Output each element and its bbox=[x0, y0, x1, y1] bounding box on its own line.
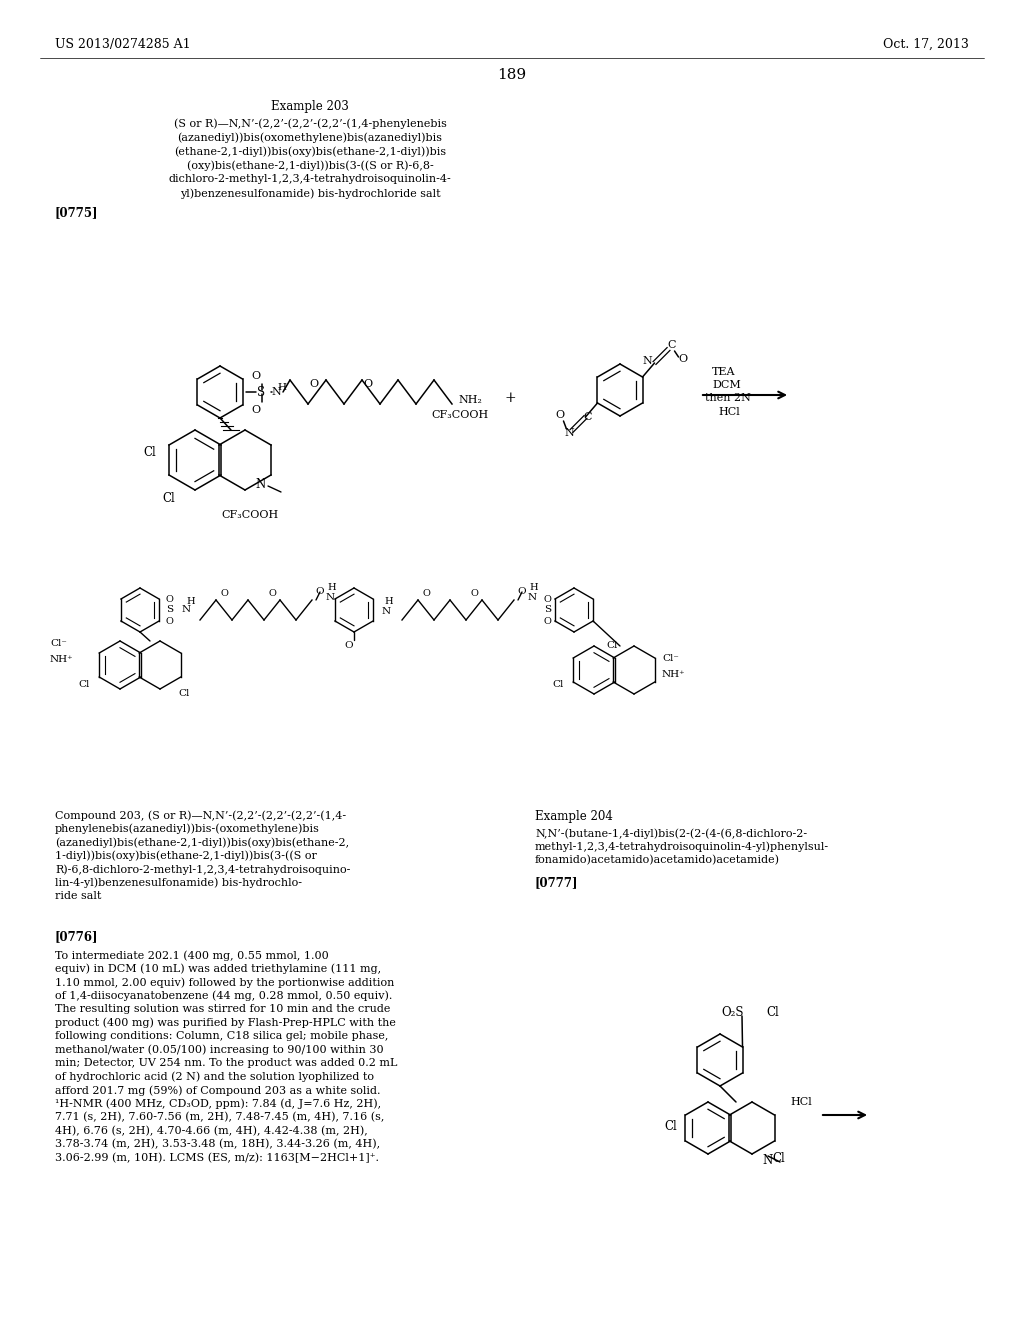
Text: lin-4-yl)benzenesulfonamide) bis-hydrochlo-: lin-4-yl)benzenesulfonamide) bis-hydroch… bbox=[55, 878, 302, 888]
Text: dichloro-2-methyl-1,2,3,4-tetrahydroisoquinolin-4-: dichloro-2-methyl-1,2,3,4-tetrahydroisoq… bbox=[169, 174, 452, 183]
Text: O: O bbox=[364, 379, 373, 389]
Text: N: N bbox=[182, 606, 191, 615]
Text: phenylenebis(azanediyl))bis-(oxomethylene)bis: phenylenebis(azanediyl))bis-(oxomethylen… bbox=[55, 824, 319, 834]
Text: O: O bbox=[518, 587, 526, 597]
Text: H: H bbox=[529, 583, 539, 593]
Text: NH⁺: NH⁺ bbox=[662, 671, 686, 678]
Text: Cl: Cl bbox=[606, 642, 617, 651]
Text: O₂S: O₂S bbox=[722, 1006, 744, 1019]
Text: methanol/water (0.05/100) increasing to 90/100 within 30: methanol/water (0.05/100) increasing to … bbox=[55, 1044, 384, 1055]
Text: (ethane-2,1-diyl))bis(oxy)bis(ethane-2,1-diyl))bis: (ethane-2,1-diyl))bis(oxy)bis(ethane-2,1… bbox=[174, 147, 446, 157]
Text: O: O bbox=[166, 618, 174, 627]
Text: S: S bbox=[544, 606, 551, 615]
Text: NH⁺: NH⁺ bbox=[50, 655, 74, 664]
Text: O: O bbox=[268, 589, 275, 598]
Text: S: S bbox=[257, 385, 265, 399]
Text: then 2N: then 2N bbox=[705, 393, 751, 403]
Text: To intermediate 202.1 (400 mg, 0.55 mmol, 1.00: To intermediate 202.1 (400 mg, 0.55 mmol… bbox=[55, 950, 329, 961]
Text: Cl: Cl bbox=[78, 680, 89, 689]
Text: H: H bbox=[278, 383, 287, 392]
Text: N: N bbox=[326, 594, 335, 602]
Text: product (400 mg) was purified by Flash-Prep-HPLC with the: product (400 mg) was purified by Flash-P… bbox=[55, 1018, 396, 1028]
Text: min; Detector, UV 254 nm. To the product was added 0.2 mL: min; Detector, UV 254 nm. To the product… bbox=[55, 1059, 397, 1068]
Text: N,N’-(butane-1,4-diyl)bis(2-(2-(4-(6,8-dichloro-2-: N,N’-(butane-1,4-diyl)bis(2-(2-(4-(6,8-d… bbox=[535, 828, 807, 838]
Text: following conditions: Column, C18 silica gel; mobile phase,: following conditions: Column, C18 silica… bbox=[55, 1031, 388, 1041]
Text: TEA: TEA bbox=[712, 367, 735, 378]
Text: The resulting solution was stirred for 10 min and the crude: The resulting solution was stirred for 1… bbox=[55, 1005, 390, 1014]
Text: (azanediyl)bis(ethane-2,1-diyl))bis(oxy)bis(ethane-2,: (azanediyl)bis(ethane-2,1-diyl))bis(oxy)… bbox=[55, 837, 349, 847]
Text: O: O bbox=[555, 411, 564, 420]
Text: O: O bbox=[544, 618, 552, 627]
Text: R)-6,8-dichloro-2-methyl-1,2,3,4-tetrahydroisoquino-: R)-6,8-dichloro-2-methyl-1,2,3,4-tetrahy… bbox=[55, 865, 350, 875]
Text: 7.71 (s, 2H), 7.60-7.56 (m, 2H), 7.48-7.45 (m, 4H), 7.16 (s,: 7.71 (s, 2H), 7.60-7.56 (m, 2H), 7.48-7.… bbox=[55, 1111, 384, 1122]
Text: O: O bbox=[309, 379, 318, 389]
Text: N: N bbox=[643, 356, 652, 366]
Text: H: H bbox=[328, 583, 336, 593]
Text: O: O bbox=[422, 589, 430, 598]
Text: C: C bbox=[668, 341, 676, 350]
Text: 1-diyl))bis(oxy)bis(ethane-2,1-diyl))bis(3-((S or: 1-diyl))bis(oxy)bis(ethane-2,1-diyl))bis… bbox=[55, 850, 316, 861]
Text: Cl: Cl bbox=[772, 1152, 784, 1166]
Text: H: H bbox=[384, 598, 392, 606]
Text: DCM: DCM bbox=[712, 380, 740, 389]
Text: NH₂: NH₂ bbox=[458, 395, 482, 405]
Text: O: O bbox=[252, 405, 260, 414]
Text: N: N bbox=[527, 594, 537, 602]
Text: Cl⁻: Cl⁻ bbox=[662, 653, 679, 663]
Text: ¹H-NMR (400 MHz, CD₃OD, ppm): 7.84 (d, J=7.6 Hz, 2H),: ¹H-NMR (400 MHz, CD₃OD, ppm): 7.84 (d, J… bbox=[55, 1098, 381, 1109]
Text: O: O bbox=[315, 587, 325, 597]
Text: afford 201.7 mg (59%) of Compound 203 as a white solid.: afford 201.7 mg (59%) of Compound 203 as… bbox=[55, 1085, 381, 1096]
Text: Example 204: Example 204 bbox=[535, 810, 613, 822]
Text: Cl: Cl bbox=[552, 680, 563, 689]
Text: HCl: HCl bbox=[718, 407, 739, 417]
Text: of 1,4-diisocyanatobenzene (44 mg, 0.28 mmol, 0.50 equiv).: of 1,4-diisocyanatobenzene (44 mg, 0.28 … bbox=[55, 990, 392, 1001]
Text: 3.78-3.74 (m, 2H), 3.53-3.48 (m, 18H), 3.44-3.26 (m, 4H),: 3.78-3.74 (m, 2H), 3.53-3.48 (m, 18H), 3… bbox=[55, 1139, 380, 1150]
Text: N: N bbox=[256, 478, 266, 491]
Text: Example 203: Example 203 bbox=[271, 100, 349, 114]
Text: (S or R)—N,N’-(2,2’-(2,2’-(2,2’-(1,4-phenylenebis: (S or R)—N,N’-(2,2’-(2,2’-(2,2’-(1,4-phe… bbox=[173, 117, 446, 128]
Text: S: S bbox=[166, 606, 173, 615]
Text: Cl: Cl bbox=[766, 1006, 778, 1019]
Text: ride salt: ride salt bbox=[55, 891, 101, 902]
Text: of hydrochloric acid (2 N) and the solution lyophilized to: of hydrochloric acid (2 N) and the solut… bbox=[55, 1072, 374, 1082]
Text: O: O bbox=[220, 589, 228, 598]
Text: Compound 203, (S or R)—N,N’-(2,2’-(2,2’-(2,2’-(1,4-: Compound 203, (S or R)—N,N’-(2,2’-(2,2’-… bbox=[55, 810, 346, 821]
Text: 3.06-2.99 (m, 10H). LCMS (ES, m/z): 1163[M−2HCl+1]⁺.: 3.06-2.99 (m, 10H). LCMS (ES, m/z): 1163… bbox=[55, 1152, 379, 1163]
Text: equiv) in DCM (10 mL) was added triethylamine (111 mg,: equiv) in DCM (10 mL) was added triethyl… bbox=[55, 964, 381, 974]
Text: Cl: Cl bbox=[162, 492, 175, 506]
Text: 4H), 6.76 (s, 2H), 4.70-4.66 (m, 4H), 4.42-4.38 (m, 2H),: 4H), 6.76 (s, 2H), 4.70-4.66 (m, 4H), 4.… bbox=[55, 1126, 368, 1135]
Text: CF₃COOH: CF₃COOH bbox=[221, 510, 279, 520]
Text: N: N bbox=[762, 1154, 772, 1167]
Text: H: H bbox=[186, 598, 195, 606]
Text: O: O bbox=[470, 589, 478, 598]
Text: [0777]: [0777] bbox=[535, 876, 579, 890]
Text: N: N bbox=[382, 607, 391, 616]
Text: O: O bbox=[345, 642, 353, 651]
Text: [0775]: [0775] bbox=[55, 206, 98, 219]
Text: methyl-1,2,3,4-tetrahydroisoquinolin-4-yl)phenylsul-: methyl-1,2,3,4-tetrahydroisoquinolin-4-y… bbox=[535, 842, 829, 853]
Text: O: O bbox=[166, 595, 174, 605]
Text: [0776]: [0776] bbox=[55, 931, 98, 942]
Text: +: + bbox=[504, 391, 516, 405]
Text: Cl: Cl bbox=[664, 1119, 677, 1133]
Text: US 2013/0274285 A1: US 2013/0274285 A1 bbox=[55, 38, 190, 51]
Text: yl)benzenesulfonamide) bis-hydrochloride salt: yl)benzenesulfonamide) bis-hydrochloride… bbox=[179, 187, 440, 198]
Text: O: O bbox=[252, 371, 260, 381]
Text: N: N bbox=[564, 428, 574, 438]
Text: C: C bbox=[584, 412, 592, 422]
Text: CF₃COOH: CF₃COOH bbox=[431, 411, 488, 420]
Text: Cl: Cl bbox=[178, 689, 189, 698]
Text: Cl⁻: Cl⁻ bbox=[50, 639, 67, 648]
Text: (azanediyl))bis(oxomethylene)bis(azanediyl)bis: (azanediyl))bis(oxomethylene)bis(azanedi… bbox=[177, 132, 442, 143]
Text: (oxy)bis(ethane-2,1-diyl))bis(3-((S or R)-6,8-: (oxy)bis(ethane-2,1-diyl))bis(3-((S or R… bbox=[186, 160, 433, 170]
Text: 1.10 mmol, 2.00 equiv) followed by the portionwise addition: 1.10 mmol, 2.00 equiv) followed by the p… bbox=[55, 977, 394, 987]
Text: O: O bbox=[544, 595, 552, 605]
Text: N: N bbox=[271, 387, 281, 397]
Text: Cl: Cl bbox=[143, 446, 156, 459]
Text: fonamido)acetamido)acetamido)acetamide): fonamido)acetamido)acetamido)acetamide) bbox=[535, 855, 780, 866]
Text: HCl: HCl bbox=[790, 1097, 812, 1107]
Text: 189: 189 bbox=[498, 69, 526, 82]
Text: Oct. 17, 2013: Oct. 17, 2013 bbox=[883, 38, 969, 51]
Text: O: O bbox=[678, 354, 687, 364]
